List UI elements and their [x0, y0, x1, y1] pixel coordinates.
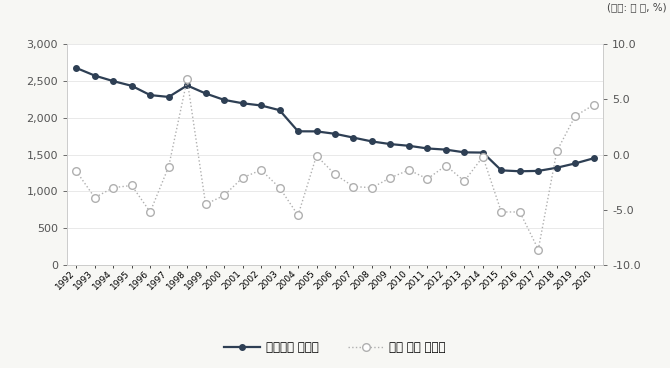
Legend: 농림어업 취업자, 전년 대비 증감률: 농림어업 취업자, 전년 대비 증감률 [220, 336, 450, 358]
Text: (단위: 천 명, %): (단위: 천 명, %) [607, 2, 667, 12]
